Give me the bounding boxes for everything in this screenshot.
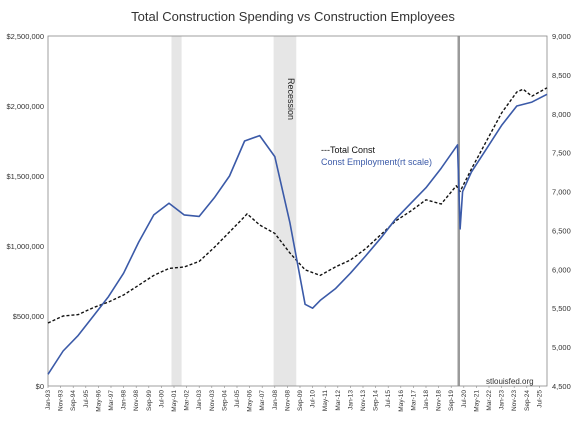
x-tick-label: Sep-14	[373, 390, 380, 411]
x-tick-label: Sep-94	[70, 390, 77, 411]
y-right-tick-label: 7,500	[552, 149, 571, 158]
x-tick-label: Nov-08	[284, 390, 291, 411]
x-tick-label: May-16	[398, 390, 405, 412]
source-label: stlouisfed.org	[486, 377, 534, 386]
x-tick-label: Mar-02	[184, 390, 191, 411]
x-tick-label: May-01	[171, 390, 178, 412]
x-tick-label: May-21	[473, 390, 480, 412]
legend-entry-total-const: ---Total Const	[321, 145, 376, 155]
y-right-tick-label: 8,500	[552, 71, 571, 80]
recession-band-0	[171, 36, 182, 386]
x-tick-label: Nov-13	[360, 390, 367, 411]
x-tick-label: Nov-98	[133, 390, 140, 411]
x-tick-label: Jul-20	[461, 390, 468, 408]
x-tick-label: Sep-09	[297, 390, 304, 411]
x-tick-label: Nov-03	[209, 390, 216, 411]
x-tick-label: Jan-08	[272, 390, 279, 410]
y-right-tick-label: 6,500	[552, 226, 571, 235]
x-tick-label: May-11	[322, 390, 329, 412]
recession-label: Recession	[286, 78, 296, 120]
x-tick-label: Jul-10	[310, 390, 317, 408]
y-left-tick-label: $0	[36, 382, 44, 391]
x-tick-label: Nov-93	[58, 390, 65, 411]
x-tick-label: Jul-15	[385, 390, 392, 408]
series-total-const-line	[47, 87, 548, 324]
chart-title: Total Construction Spending vs Construct…	[131, 9, 455, 24]
legend: ---Total Const Const Employment(rt scale…	[321, 145, 432, 167]
x-tick-label: Mar-22	[486, 390, 493, 411]
y-right-tick-label: 8,000	[552, 110, 571, 119]
y-right-tick-label: 4,500	[552, 382, 571, 391]
x-tick-label: Jul-95	[83, 390, 90, 408]
x-tick-label: Nov-18	[436, 390, 443, 411]
y-right-tick-label: 9,000	[552, 32, 571, 41]
x-tick-label: Jan-13	[347, 390, 354, 410]
y-right-tick-label: 5,500	[552, 304, 571, 313]
x-tick-label: Jul-25	[536, 390, 543, 408]
x-tick-label: Jan-93	[45, 390, 52, 410]
x-tick-label: Sep-24	[524, 390, 531, 411]
y-right-tick-label: 7,000	[552, 188, 571, 197]
y-left-tick-label: $2,000,000	[6, 102, 44, 111]
x-tick-label: Sep-99	[146, 390, 153, 411]
recession-band-1	[273, 36, 297, 386]
x-tick-label: Mar-07	[259, 390, 266, 411]
series-employment-line	[47, 93, 548, 375]
legend-entry-employment: Const Employment(rt scale)	[321, 157, 432, 167]
x-tick-label: May-06	[247, 390, 254, 412]
x-tick-label: Jan-18	[423, 390, 430, 410]
y-left-tick-label: $2,500,000	[6, 32, 44, 41]
x-tick-label: Nov-23	[511, 390, 518, 411]
x-tick-label: Sep-19	[448, 390, 455, 411]
plot-frame	[47, 35, 548, 387]
x-tick-label: Sep-04	[221, 390, 228, 411]
x-tick-label: Jan-03	[196, 390, 203, 410]
y-left-tick-label: $500,000	[13, 312, 44, 321]
y-left-tick-label: $1,500,000	[6, 172, 44, 181]
x-tick-label: Mar-12	[335, 390, 342, 411]
x-tick-label: Mar-17	[410, 390, 417, 411]
x-tick-label: Mar-97	[108, 390, 115, 411]
x-tick-label: Jul-05	[234, 390, 241, 408]
x-tick-label: May-96	[95, 390, 102, 412]
x-tick-label: Jan-98	[121, 390, 128, 410]
y-left-tick-label: $1,000,000	[6, 242, 44, 251]
x-tick-label: Jan-23	[499, 390, 506, 410]
y-right-tick-label: 6,000	[552, 265, 571, 274]
y-right-tick-label: 5,000	[552, 343, 571, 352]
x-tick-label: Jul-00	[158, 390, 165, 408]
